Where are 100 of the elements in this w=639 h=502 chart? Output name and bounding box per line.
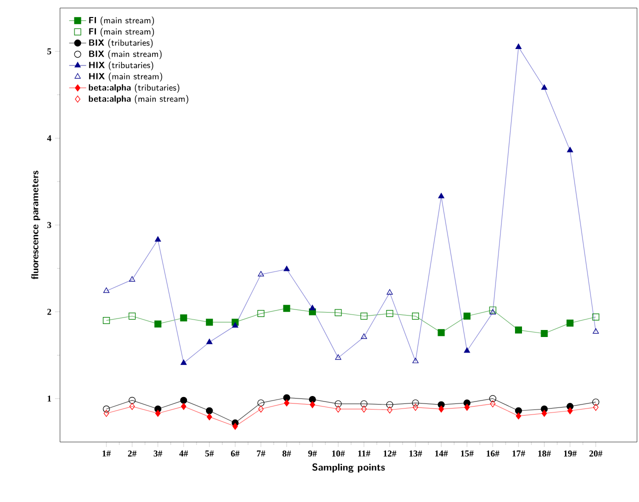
point — [283, 394, 290, 402]
point — [566, 320, 574, 327]
x-tick-label: 18# — [538, 450, 551, 457]
point — [206, 318, 213, 326]
x-tick-label: 4# — [179, 450, 188, 456]
x-tick-label: 12# — [384, 450, 396, 456]
point — [412, 358, 419, 364]
point — [515, 44, 522, 49]
legend-label: beta:alpha (tributaries) — [88, 84, 180, 93]
point — [310, 401, 316, 408]
point — [438, 406, 444, 413]
point — [206, 407, 213, 414]
x-axis-title: Sampling points — [312, 463, 385, 473]
point — [592, 314, 600, 320]
x-tick-label: 17# — [512, 450, 526, 456]
point — [283, 304, 290, 312]
point — [308, 396, 316, 403]
legend-label: FI (main stream) — [89, 16, 154, 26]
x-tick-label: 16# — [486, 450, 500, 457]
x-tick-label: 5# — [205, 450, 214, 456]
point — [257, 399, 264, 406]
point — [206, 413, 212, 420]
legend-label: beta:alpha (main stream) — [88, 94, 188, 104]
point — [567, 407, 573, 414]
legend-label: FI (main stream) — [89, 28, 154, 37]
point — [258, 406, 264, 413]
point — [489, 395, 496, 402]
point — [232, 322, 238, 328]
point — [129, 276, 136, 282]
point — [180, 360, 187, 365]
x-tick-label: 3# — [154, 450, 162, 457]
legend-label: BIX (tributaries) — [89, 38, 153, 48]
point — [336, 406, 341, 413]
point — [334, 309, 342, 316]
point — [464, 312, 470, 320]
y-tick-label: 5 — [47, 48, 52, 54]
point — [309, 304, 316, 310]
point — [542, 410, 547, 417]
point — [490, 309, 496, 315]
point — [155, 410, 161, 417]
point — [258, 270, 264, 276]
point — [284, 266, 290, 272]
point — [387, 406, 392, 414]
point — [206, 338, 212, 344]
point — [412, 399, 419, 406]
x-tick-label: 11# — [358, 450, 370, 456]
point — [593, 404, 598, 411]
point — [180, 314, 188, 322]
point — [360, 312, 368, 320]
y-tick-label: 3 — [47, 222, 52, 228]
x-tick-label: 6# — [230, 450, 240, 457]
point — [102, 316, 110, 324]
point — [257, 310, 264, 318]
point — [102, 406, 110, 413]
x-tick-label: 8# — [282, 450, 292, 457]
point — [438, 192, 444, 198]
point — [129, 402, 135, 410]
x-tick-label: 14# — [435, 450, 448, 456]
x-tick-label: 19# — [564, 450, 577, 457]
point — [464, 404, 470, 411]
point — [515, 407, 522, 414]
y-tick-label: 1 — [48, 396, 52, 402]
point — [103, 287, 110, 293]
point — [128, 396, 136, 404]
point — [515, 326, 522, 334]
x-tick-label: 20# — [589, 450, 602, 457]
point — [360, 400, 368, 408]
legend-label: HIX (main stream) — [89, 72, 162, 82]
point — [284, 399, 290, 406]
point — [489, 306, 496, 314]
point — [438, 329, 445, 336]
x-tick-label: 13# — [409, 450, 422, 457]
x-tick-label: 10# — [332, 450, 345, 457]
y-tick-label: 4 — [47, 135, 52, 142]
point — [335, 354, 342, 360]
point — [412, 312, 419, 320]
x-tick-label: 1# — [102, 450, 111, 456]
point — [386, 310, 394, 318]
point — [464, 347, 470, 353]
point — [360, 333, 368, 339]
point — [180, 396, 188, 404]
legend-label: BIX (main stream) — [89, 50, 162, 60]
point — [592, 328, 599, 334]
point — [386, 289, 393, 295]
x-tick-label: 2# — [128, 450, 136, 456]
point — [154, 320, 162, 328]
legend-label: HIX (tributaries) — [89, 61, 154, 70]
point — [128, 312, 136, 320]
point — [232, 422, 238, 430]
point — [592, 398, 600, 406]
point — [386, 401, 394, 408]
point — [541, 84, 548, 90]
point — [334, 400, 342, 408]
x-tick-label: 7# — [256, 450, 266, 456]
point — [490, 400, 496, 408]
y-tick-label: 2 — [47, 308, 52, 315]
point — [540, 330, 548, 337]
point — [361, 406, 367, 413]
point — [104, 410, 110, 417]
y-axis-title: fluorescence parameters — [31, 170, 40, 280]
